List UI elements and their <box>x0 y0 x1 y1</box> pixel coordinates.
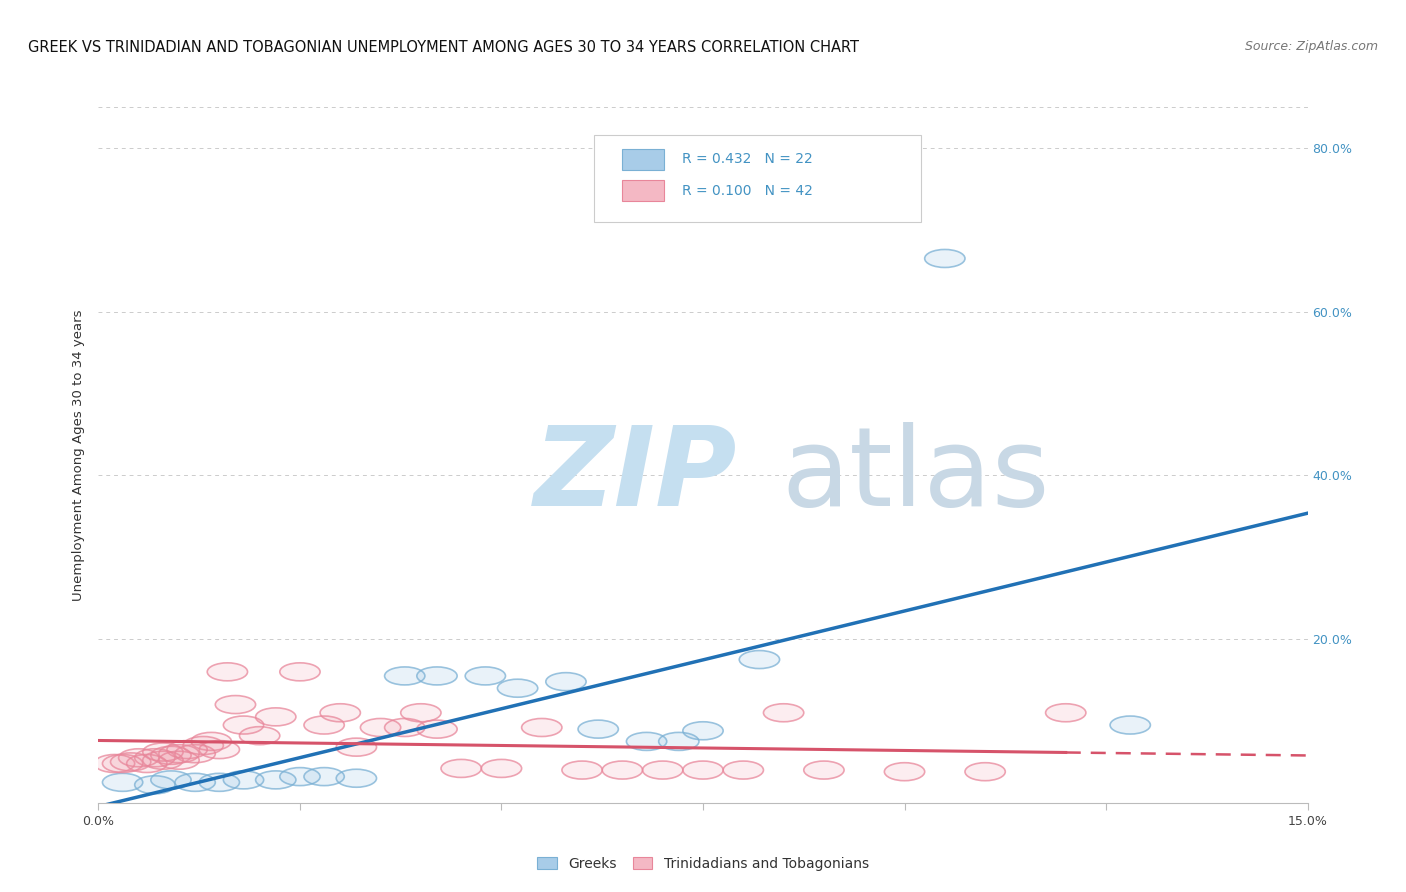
Ellipse shape <box>174 745 215 763</box>
Ellipse shape <box>763 704 804 722</box>
Ellipse shape <box>118 748 159 767</box>
Ellipse shape <box>159 745 200 763</box>
Text: ZIP: ZIP <box>534 422 737 529</box>
Ellipse shape <box>683 722 723 739</box>
Ellipse shape <box>336 739 377 756</box>
Ellipse shape <box>1111 716 1150 734</box>
Ellipse shape <box>498 679 537 698</box>
Ellipse shape <box>385 667 425 685</box>
Ellipse shape <box>562 761 602 779</box>
Ellipse shape <box>103 773 143 791</box>
Ellipse shape <box>385 718 425 737</box>
Ellipse shape <box>360 718 401 737</box>
Ellipse shape <box>111 753 150 771</box>
Text: R = 0.100   N = 42: R = 0.100 N = 42 <box>682 184 813 197</box>
Ellipse shape <box>207 663 247 681</box>
Ellipse shape <box>416 720 457 739</box>
Ellipse shape <box>167 740 207 758</box>
Ellipse shape <box>200 773 239 791</box>
Ellipse shape <box>1046 704 1085 722</box>
Ellipse shape <box>280 768 321 786</box>
Ellipse shape <box>441 759 481 778</box>
Ellipse shape <box>658 732 699 750</box>
Ellipse shape <box>159 751 200 769</box>
Ellipse shape <box>336 769 377 788</box>
Ellipse shape <box>546 673 586 690</box>
Ellipse shape <box>150 771 191 789</box>
Ellipse shape <box>143 751 183 769</box>
Ellipse shape <box>627 732 666 750</box>
Ellipse shape <box>256 771 295 789</box>
Ellipse shape <box>191 732 232 750</box>
Ellipse shape <box>304 716 344 734</box>
Ellipse shape <box>723 761 763 779</box>
Text: atlas: atlas <box>782 422 1050 529</box>
Ellipse shape <box>683 761 723 779</box>
Ellipse shape <box>143 743 183 761</box>
Ellipse shape <box>135 748 174 767</box>
Ellipse shape <box>224 716 264 734</box>
Ellipse shape <box>884 763 925 780</box>
Text: GREEK VS TRINIDADIAN AND TOBAGONIAN UNEMPLOYMENT AMONG AGES 30 TO 34 YEARS CORRE: GREEK VS TRINIDADIAN AND TOBAGONIAN UNEM… <box>28 40 859 55</box>
Ellipse shape <box>965 763 1005 780</box>
Ellipse shape <box>103 755 143 772</box>
Ellipse shape <box>321 704 360 722</box>
Ellipse shape <box>416 667 457 685</box>
Bar <box>621 149 664 169</box>
Ellipse shape <box>522 718 562 737</box>
Ellipse shape <box>215 696 256 714</box>
Ellipse shape <box>224 771 264 789</box>
Ellipse shape <box>304 768 344 786</box>
Legend: Greeks, Trinidadians and Tobagonians: Greeks, Trinidadians and Tobagonians <box>531 851 875 876</box>
Ellipse shape <box>200 740 239 758</box>
Y-axis label: Unemployment Among Ages 30 to 34 years: Unemployment Among Ages 30 to 34 years <box>72 310 86 600</box>
Ellipse shape <box>643 761 683 779</box>
Ellipse shape <box>740 650 779 669</box>
Ellipse shape <box>465 667 506 685</box>
Ellipse shape <box>135 776 174 794</box>
Ellipse shape <box>602 761 643 779</box>
Text: R = 0.432   N = 22: R = 0.432 N = 22 <box>682 153 813 166</box>
Text: Source: ZipAtlas.com: Source: ZipAtlas.com <box>1244 40 1378 54</box>
Bar <box>621 180 664 201</box>
Ellipse shape <box>150 747 191 764</box>
Ellipse shape <box>256 708 295 726</box>
Ellipse shape <box>578 720 619 739</box>
Ellipse shape <box>183 737 224 755</box>
Ellipse shape <box>804 761 844 779</box>
FancyBboxPatch shape <box>595 135 921 222</box>
Ellipse shape <box>925 250 965 268</box>
Ellipse shape <box>481 759 522 778</box>
Ellipse shape <box>94 755 135 772</box>
Ellipse shape <box>280 663 321 681</box>
Ellipse shape <box>174 773 215 791</box>
Ellipse shape <box>127 755 167 772</box>
Ellipse shape <box>401 704 441 722</box>
Ellipse shape <box>239 727 280 745</box>
